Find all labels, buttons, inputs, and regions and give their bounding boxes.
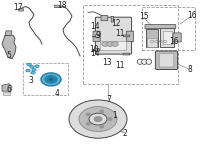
Text: 16: 16	[187, 11, 197, 20]
Ellipse shape	[142, 59, 147, 64]
Text: 6: 6	[7, 85, 11, 94]
Circle shape	[86, 113, 90, 116]
Circle shape	[112, 42, 118, 46]
Circle shape	[107, 42, 113, 46]
FancyBboxPatch shape	[95, 17, 132, 54]
Circle shape	[100, 125, 104, 128]
Polygon shape	[2, 84, 12, 91]
FancyBboxPatch shape	[126, 31, 134, 42]
FancyBboxPatch shape	[159, 53, 174, 67]
FancyBboxPatch shape	[155, 51, 178, 70]
Text: 4: 4	[55, 89, 59, 98]
Text: 5: 5	[7, 51, 11, 60]
Text: 9: 9	[96, 31, 100, 40]
Polygon shape	[3, 92, 10, 95]
Circle shape	[100, 110, 104, 113]
Text: 14: 14	[90, 49, 99, 58]
FancyBboxPatch shape	[145, 25, 176, 29]
FancyBboxPatch shape	[100, 41, 126, 50]
Ellipse shape	[79, 107, 117, 132]
Text: 2: 2	[123, 128, 127, 138]
Ellipse shape	[35, 65, 39, 67]
Circle shape	[102, 42, 108, 46]
Text: 13: 13	[102, 58, 112, 67]
Circle shape	[95, 48, 100, 52]
Text: 8: 8	[188, 65, 192, 74]
Text: 7: 7	[107, 95, 111, 104]
Polygon shape	[2, 35, 16, 59]
FancyBboxPatch shape	[146, 29, 158, 47]
Ellipse shape	[137, 59, 143, 64]
Text: 16: 16	[169, 37, 179, 46]
Ellipse shape	[45, 76, 57, 83]
Text: 1: 1	[113, 111, 117, 120]
Ellipse shape	[41, 73, 61, 86]
Ellipse shape	[26, 69, 30, 72]
Text: 14: 14	[90, 22, 99, 31]
Text: 11: 11	[115, 29, 125, 38]
Ellipse shape	[94, 116, 102, 122]
Circle shape	[86, 122, 90, 125]
Ellipse shape	[89, 113, 107, 125]
FancyBboxPatch shape	[93, 31, 100, 42]
Ellipse shape	[31, 71, 35, 74]
Text: 18: 18	[57, 1, 67, 10]
Text: 3: 3	[29, 76, 33, 85]
Text: 12: 12	[112, 19, 121, 28]
Polygon shape	[5, 31, 12, 35]
FancyBboxPatch shape	[123, 35, 130, 37]
FancyBboxPatch shape	[111, 16, 114, 22]
Ellipse shape	[69, 100, 127, 138]
Ellipse shape	[32, 69, 36, 71]
Text: 10: 10	[89, 45, 98, 55]
FancyBboxPatch shape	[160, 28, 174, 47]
FancyBboxPatch shape	[123, 53, 130, 55]
Ellipse shape	[48, 78, 54, 81]
Text: 11: 11	[115, 61, 125, 70]
FancyBboxPatch shape	[173, 33, 181, 42]
FancyBboxPatch shape	[101, 15, 108, 21]
Ellipse shape	[30, 66, 34, 68]
FancyBboxPatch shape	[147, 38, 157, 47]
FancyBboxPatch shape	[19, 9, 23, 11]
Text: 17: 17	[13, 3, 22, 12]
Text: 15: 15	[139, 12, 149, 21]
Ellipse shape	[146, 59, 152, 64]
FancyBboxPatch shape	[163, 31, 172, 44]
Ellipse shape	[27, 63, 31, 66]
Circle shape	[108, 118, 112, 120]
Circle shape	[95, 34, 100, 38]
FancyBboxPatch shape	[55, 5, 59, 8]
